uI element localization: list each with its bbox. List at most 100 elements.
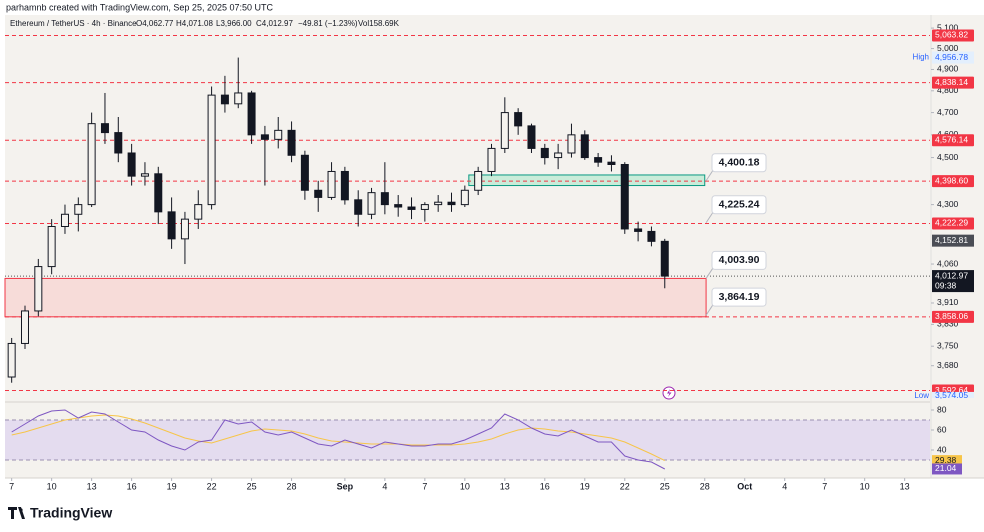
credit: parhamnb created with TradingView.com, S… (6, 2, 273, 12)
annotation-box (711, 153, 767, 173)
candle-body (500, 112, 509, 149)
x-tick-label: 25 (660, 481, 670, 491)
x-tick-label: Oct (737, 481, 752, 491)
annotation-box (711, 287, 767, 307)
candle-body (647, 230, 656, 242)
ohlc-open: O4,062.77 (136, 19, 174, 28)
candle-body (634, 228, 643, 232)
candle-body (594, 157, 603, 163)
high-label: 4,956.78 (935, 52, 968, 62)
y-tick-label: 4,300 (937, 199, 959, 209)
candle-body (234, 92, 243, 105)
x-tick-label: 7 (822, 481, 827, 491)
y-tick-label: 4,900 (937, 64, 959, 74)
candle-body (407, 206, 416, 210)
x-tick-label: 28 (287, 481, 297, 491)
x-tick-label: 22 (207, 481, 217, 491)
candle-body (260, 134, 269, 140)
candle-body (74, 204, 83, 215)
rsi-tick-label: 60 (937, 424, 947, 434)
marker-badge (932, 234, 974, 247)
x-tick-label: 13 (900, 481, 910, 491)
level-label: 4,576.14 (935, 134, 968, 144)
annotation-box (711, 195, 767, 215)
candle-body (154, 173, 163, 213)
candle-body (327, 170, 336, 198)
current-label: 4,012.97 (935, 270, 968, 280)
x-tick-label: 22 (620, 481, 630, 491)
level-badge (932, 29, 974, 42)
x-tick-label: 28 (700, 481, 710, 491)
plot-background (5, 15, 930, 478)
candle-body (87, 123, 96, 206)
candle-body (287, 129, 296, 156)
low-badge (932, 391, 974, 398)
candle-body (540, 147, 549, 159)
zone (468, 174, 706, 187)
annotation-label: 3,864.19 (719, 291, 760, 303)
x-tick-label: 10 (860, 481, 870, 491)
candle-body (514, 112, 523, 127)
candle-body (47, 225, 56, 268)
countdown: 09:38 (935, 280, 957, 290)
annotation-label: 4,003.90 (719, 254, 760, 266)
x-tick-label: 19 (580, 481, 590, 491)
y-tick-label: 4,800 (937, 85, 959, 95)
y-tick-label: 5,100 (937, 22, 959, 32)
x-tick-label: 16 (127, 481, 137, 491)
annotation-label: 4,225.24 (719, 199, 760, 211)
legend: Ethereum / TetherUS · 4h · Binance O4,06… (10, 19, 400, 28)
x-tick-label: 7 (422, 481, 427, 491)
zone (4, 277, 707, 318)
x-tick-label: 7 (9, 481, 14, 491)
candle-body (194, 204, 203, 220)
y-tick-label: 5,000 (937, 43, 959, 53)
icon-bolt (667, 389, 672, 397)
rsi-badge (932, 455, 962, 467)
x-tick-label: 13 (87, 481, 97, 491)
level-label: 5,063.82 (935, 30, 968, 40)
x-tick-label: Sep (337, 481, 354, 491)
candle-body (660, 240, 669, 277)
candle-body (460, 189, 469, 206)
rsi-badge-label: 29.38 (935, 455, 957, 465)
brand: TradingView (8, 505, 112, 521)
candle-body (247, 92, 256, 136)
low-label: 3,574.05 (935, 390, 968, 400)
candle-body (567, 134, 576, 154)
y-tick-label: 3,910 (937, 297, 959, 307)
x-tick-label: 13 (500, 481, 510, 491)
x-tick-label: 4 (382, 481, 387, 491)
brand-name: TradingView (30, 505, 112, 521)
x-tick-label: 10 (460, 481, 470, 491)
rsi-badge (932, 463, 962, 475)
candle-body (207, 94, 216, 206)
candle-body (167, 211, 176, 240)
candle-body (487, 147, 496, 172)
candle-body (434, 201, 443, 206)
ohlc-high: H4,071.08 (176, 19, 213, 28)
candle-body (180, 218, 189, 240)
y-tick-label: 4,700 (937, 107, 959, 117)
candle-body (394, 204, 403, 208)
high-text: High (913, 53, 929, 62)
rsi-band (5, 420, 930, 460)
y-tick-label: 4,600 (937, 129, 959, 139)
candle-body (314, 189, 323, 198)
candle-body (114, 132, 123, 154)
candle-body (367, 192, 376, 215)
current-badge (932, 270, 974, 293)
candle-body (60, 213, 69, 227)
level-badge (932, 76, 974, 89)
x-tick-label: 16 (540, 481, 550, 491)
symbol: Ethereum / TetherUS · 4h · Binance (10, 19, 137, 28)
annotation-label: 4,400.18 (719, 157, 760, 169)
rsi-tick-label: 40 (937, 444, 947, 454)
candle-body (354, 199, 363, 215)
candle-body (34, 266, 43, 312)
candle-body (7, 342, 16, 378)
candle-body (447, 201, 456, 206)
brand-logo-dot (19, 508, 23, 512)
